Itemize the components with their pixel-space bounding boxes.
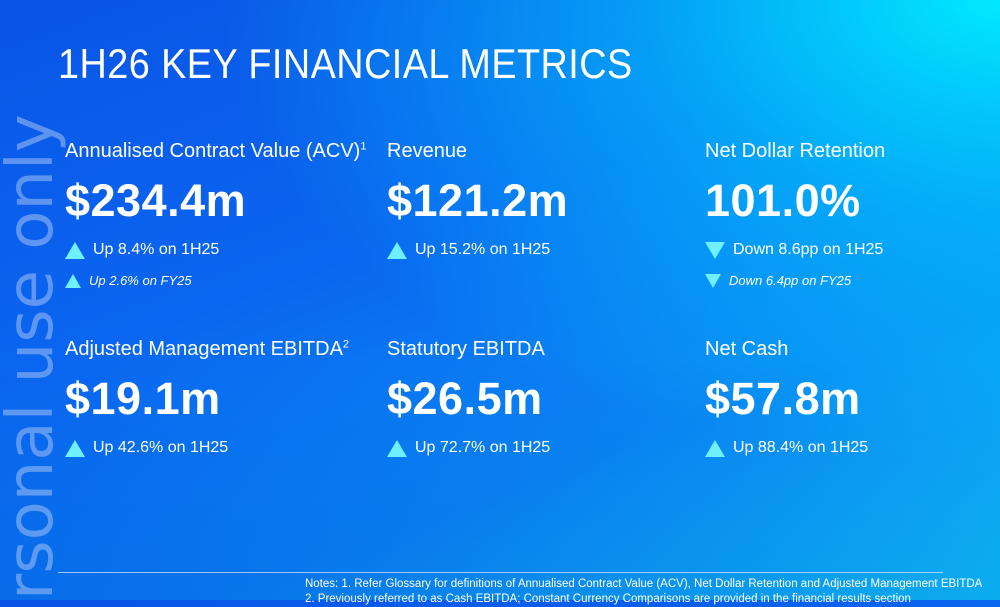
metric-value: $26.5m xyxy=(387,373,543,424)
divider xyxy=(58,572,943,573)
triangle-up-icon xyxy=(387,241,407,259)
metric-label-text: Annualised Contract Value (ACV) xyxy=(65,140,361,162)
change-text: Up 42.6% on 1H25 xyxy=(93,439,229,456)
metric-change: Up 2.6% on FY25 xyxy=(65,273,365,288)
metric-label: Statutory EBITDA xyxy=(387,338,687,361)
metric-label: Annualised Contract Value (ACV)1 xyxy=(65,140,367,163)
metric-label: Adjusted Management EBITDA2 xyxy=(65,338,365,361)
metric-change: Up 8.4% on 1H25 xyxy=(65,241,365,259)
metric-label-text: Adjusted Management EBITDA xyxy=(65,338,343,360)
metric-value: $19.1m xyxy=(65,373,221,424)
footnote-ref: 2 xyxy=(342,338,350,351)
change-text: Up 2.6% on FY25 xyxy=(89,273,192,288)
metric-change: Down 8.6pp on 1H25 xyxy=(705,241,1000,259)
metric-change: Up 15.2% on 1H25 xyxy=(387,241,687,259)
metric-card: Statutory EBITDA $26.5m Up 72.7% on 1H25 xyxy=(387,338,687,457)
change-text: Down 6.4pp on FY25 xyxy=(729,273,852,288)
metric-label: Net Cash xyxy=(705,338,1000,361)
metric-label: Net Dollar Retention xyxy=(705,140,1000,163)
change-text: Up 88.4% on 1H25 xyxy=(733,439,869,456)
footnote-ref: 1 xyxy=(360,140,367,153)
change-text: Up 8.4% on 1H25 xyxy=(93,241,220,258)
metric-card: Net Cash $57.8m Up 88.4% on 1H25 xyxy=(705,338,1000,457)
note-1: Notes: 1. Refer Glossary for definitions… xyxy=(305,578,983,590)
metric-change: Up 42.6% on 1H25 xyxy=(65,439,365,457)
metric-value: 101.0% xyxy=(705,175,861,226)
metric-label: Revenue xyxy=(387,140,687,163)
metric-change: Down 6.4pp on FY25 xyxy=(705,273,1000,288)
metric-card: Net Dollar Retention 101.0% Down 8.6pp on … xyxy=(705,140,1000,288)
change-text: Down 8.6pp on 1H25 xyxy=(733,241,884,258)
watermark: rsonal use only xyxy=(0,114,68,600)
triangle-down-icon xyxy=(705,241,725,259)
page-title: 1H26 KEY FINANCIAL METRICS xyxy=(58,40,633,87)
triangle-up-icon xyxy=(387,439,407,457)
metric-value: $57.8m xyxy=(705,373,861,424)
notes: Notes: 1. Refer Glossary for definitions… xyxy=(305,577,982,607)
metric-label-text: Net Cash xyxy=(705,338,789,360)
metric-value: $234.4m xyxy=(65,175,247,226)
metric-card: Revenue $121.2m Up 15.2% on 1H25 xyxy=(387,140,687,259)
change-text: Up 72.7% on 1H25 xyxy=(415,439,551,456)
triangle-up-icon xyxy=(65,273,81,288)
metric-label-text: Revenue xyxy=(387,140,468,162)
metric-label-text: Statutory EBITDA xyxy=(387,338,545,360)
triangle-up-icon xyxy=(705,439,725,457)
metric-change: Up 72.7% on 1H25 xyxy=(387,439,687,457)
triangle-up-icon xyxy=(65,439,85,457)
triangle-up-icon xyxy=(65,241,85,259)
change-text: Up 15.2% on 1H25 xyxy=(415,241,551,258)
metric-label-text: Net Dollar Retention xyxy=(705,140,886,162)
triangle-down-icon xyxy=(705,273,721,288)
metric-value: $121.2m xyxy=(387,175,569,226)
metric-card: Annualised Contract Value (ACV)1 $234.4m U… xyxy=(65,140,367,288)
metric-change: Up 88.4% on 1H25 xyxy=(705,439,1000,457)
metric-card: Adjusted Management EBITDA2 $19.1m Up 42.6… xyxy=(65,338,365,457)
